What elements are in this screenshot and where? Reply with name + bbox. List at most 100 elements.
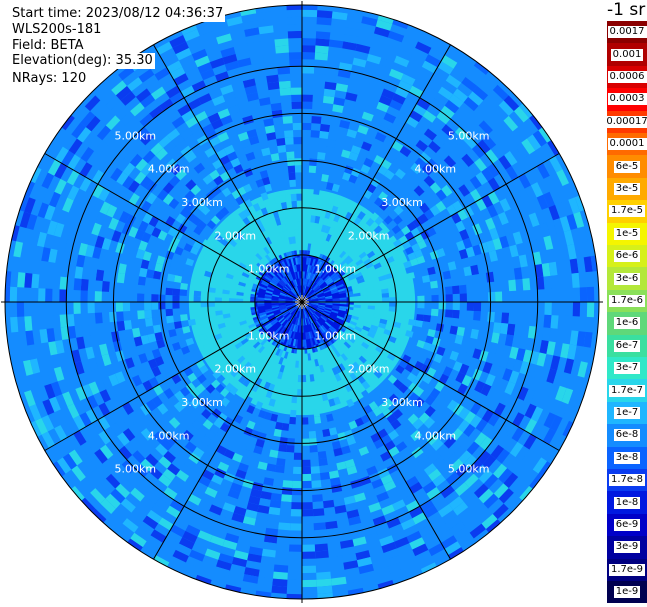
range-gate [366,250,376,259]
range-gate [197,374,207,384]
range-gate [122,189,134,202]
range-gate [528,212,540,227]
range-gate [302,417,309,425]
range-gate [73,430,87,446]
range-gate [464,411,476,424]
range-ring-label: 3.00km [381,196,423,209]
range-gate [391,530,407,542]
range-gate [331,306,340,310]
range-gate [309,331,314,339]
range-gate [325,354,332,363]
range-gate [122,428,136,442]
range-gate [443,155,457,168]
range-ring-label: 1.00km [248,263,290,276]
range-gate [413,185,425,197]
range-gate [99,248,109,261]
range-gate [384,205,394,216]
range-gate [212,64,227,76]
range-gate [468,162,482,176]
range-gate [315,268,321,276]
range-gate [499,198,511,212]
range-gate [54,146,69,163]
range-gate [142,342,152,353]
range-gate [126,454,141,469]
range-ring-label: 4.00km [148,429,190,442]
range-gate [346,509,360,519]
range-gate [289,59,302,67]
range-gate [461,257,471,268]
range-gate [8,347,17,364]
range-gate [174,246,184,256]
range-gate [199,364,209,375]
range-gate [262,319,270,325]
range-gate [315,550,329,559]
range-gate [167,445,181,458]
range-gate [257,504,270,514]
range-gate [257,303,265,307]
range-gate [303,339,307,347]
range-gate [502,222,513,236]
range-gate [307,243,312,251]
range-gate [157,200,169,213]
range-gate [242,145,254,155]
range-gate [209,535,225,547]
range-gate [353,292,361,297]
colorbar-label: 0.0003 [607,93,647,106]
range-gate [153,324,162,334]
range-gate [128,226,139,238]
range-gate [513,324,523,337]
range-gate [235,231,244,241]
range-gate [498,468,513,484]
range-gate [326,338,333,346]
range-gate [418,213,429,224]
range-gate [278,515,291,524]
range-gate [395,244,405,253]
range-gate [329,286,338,292]
range-gate [138,371,149,384]
range-gate [478,120,493,135]
range-gate [374,216,384,226]
range-gate [440,485,455,499]
range-gate [232,452,243,463]
range-gate [258,311,267,316]
range-gate [172,549,189,563]
range-gate [231,512,245,523]
range-gate [305,332,308,340]
range-gate [144,293,152,302]
range-gate [290,523,302,531]
range-gate [311,345,316,353]
range-gate [317,261,323,269]
range-gate [366,53,382,65]
range-gate [53,366,65,382]
range-gate [565,287,574,302]
range-gate [61,150,75,167]
range-gate [539,222,551,238]
range-gate [437,316,445,325]
range-gate [313,73,326,82]
range-gate [492,322,502,334]
range-gate [230,157,241,168]
range-gate [193,296,201,302]
range-gate [446,204,458,216]
range-gate [317,444,326,453]
range-gate [310,295,318,299]
range-gate [302,285,305,293]
range-gate [513,267,523,280]
range-gate [378,95,393,107]
colorbar-swatch: 1e-7 [607,401,647,425]
range-gate [436,346,446,357]
range-gate [361,341,370,350]
range-gate [279,334,285,342]
range-gate [449,325,458,335]
range-gate [292,331,296,339]
range-gate [492,84,509,101]
range-gate [229,134,241,145]
range-gate [523,118,539,135]
range-gate [62,338,72,353]
range-gate [217,131,230,143]
range-gate [501,312,510,324]
range-gate [266,520,279,530]
range-gate [82,457,97,473]
range-gate [106,386,118,400]
range-gate [415,139,429,152]
